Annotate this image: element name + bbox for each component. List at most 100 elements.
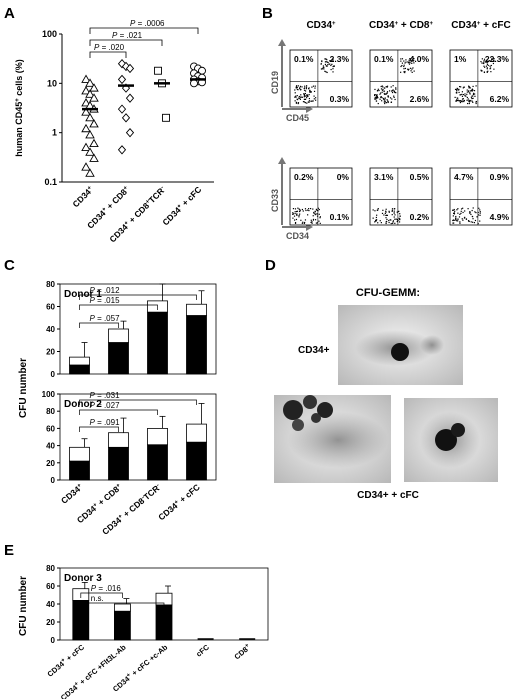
x-category-label: CD8+ [233,642,253,661]
events [374,58,415,105]
event-dot [304,85,306,87]
colony-cd34 [355,330,444,366]
event-dot [318,208,320,211]
event-dot [302,101,305,103]
event-dot [481,70,483,72]
event-dot [388,219,390,222]
y-axis-label: human CD45+ cells (%) [14,59,24,157]
event-dot [387,100,389,102]
event-dot [306,97,308,99]
event-dot [465,95,467,97]
event-dot [488,59,490,62]
event-dot [456,99,458,101]
event-dot [454,96,456,99]
event-dot [388,210,390,212]
event-dot [383,93,385,95]
event-dot [391,210,393,212]
event-dot [381,85,383,87]
event-dot [468,212,471,214]
event-dot [474,211,476,213]
event-dot [455,217,457,219]
event-dot [459,221,461,223]
event-dot [403,71,405,73]
data-point [154,66,162,75]
event-dot [453,222,455,224]
label-cd34-cfc: CD34+ + cFC [357,490,419,501]
event-dot [461,98,464,100]
arrow-head [278,39,286,46]
event-dot [383,214,385,216]
colony-cd34-cfc-1 [283,395,388,468]
event-dot [385,211,387,213]
x-category-label: CD34+ + cFC [46,642,87,678]
data-point [89,119,99,128]
event-dot [299,96,302,98]
x-category-label: CD34+ [70,184,95,209]
event-dot [293,219,296,221]
data-point [85,78,95,87]
event-dot [475,102,477,105]
dot-plot-frame [369,167,433,226]
event-dot [381,212,384,215]
column-header: CD34+ + CD8+ [369,20,434,31]
event-dot [471,97,473,100]
data-point [162,113,170,122]
event-dot [377,102,379,105]
event-dot [457,218,459,220]
event-dot [310,219,312,221]
event-dot [302,221,304,223]
event-dot [308,100,310,102]
event-dot [307,214,309,216]
event-dot [314,211,316,213]
event-dot [395,88,397,90]
y-marker-label: CD33 [270,189,280,212]
event-dot [390,222,392,225]
event-dot [322,67,324,69]
panel-a-scatter: 0.1 1 10 100 human CD45+ cells (%) CD34+ CD34+… [14,19,214,244]
event-dot [460,208,463,210]
event-dot [377,88,379,90]
y-tick-label: 40 [46,325,55,334]
event-dot [386,85,389,87]
event-dot [292,217,294,219]
panel-b-flow-plots: CD34+ CD34+ + CD8+ CD34+ + cFC CD19 CD45 0.1%… [270,20,513,241]
event-dot [325,71,327,73]
data-point [81,142,91,151]
event-dot [323,68,325,70]
event-dot [392,222,394,224]
data-point [81,98,91,107]
event-dot [379,98,381,100]
event-dot [314,85,316,87]
event-dot [381,100,383,102]
event-dot [292,208,295,210]
y-axis-label: CFU number [18,576,29,636]
event-dot [481,62,483,64]
event-dot [476,216,478,218]
event-dot [295,85,298,87]
event-dot [468,102,470,105]
event-dot [329,60,331,62]
event-dot [403,65,405,68]
data-point [81,123,91,133]
y-tick-label: 60 [46,582,55,591]
bar-segment-lower [147,444,168,481]
event-dot [462,219,464,221]
event-dot [484,66,486,68]
event-dot [305,88,308,90]
data-point [85,112,95,122]
event-dot [466,91,468,93]
event-dot [308,94,310,96]
event-dot [400,60,402,62]
event-dot [458,89,460,91]
event-dot [386,86,388,88]
event-dot [316,215,319,217]
event-dot [314,214,316,216]
event-dot [407,69,410,71]
data-point [85,89,95,98]
event-dot [453,219,455,221]
event-dot [386,214,388,216]
event-dot [455,100,457,102]
event-dot [300,219,302,221]
event-dot [393,96,395,98]
event-dot [294,92,296,94]
